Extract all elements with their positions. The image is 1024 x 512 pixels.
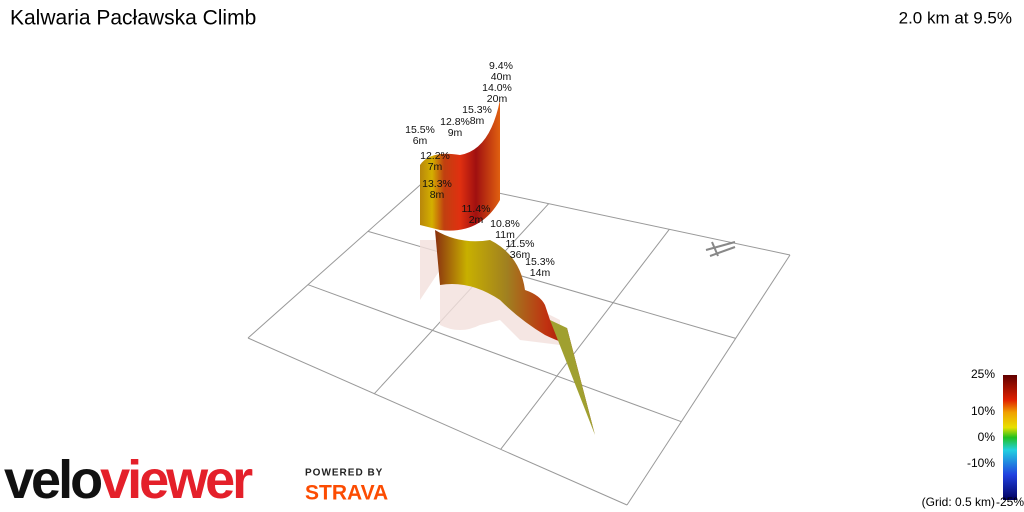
annotation-length: 9m [448,127,463,139]
strava: STRAVA [305,482,388,505]
logo: veloviewer [4,450,253,510]
annotation-grade: 13.3% [422,178,452,190]
annotation-grade: 10.8% [490,218,520,230]
annotation-grade: 11.4% [462,203,491,215]
annotation-length: 2m [469,214,484,226]
powered-by: POWERED BY [305,468,383,479]
grid-line [626,254,791,506]
summary: 2.0 km at 9.5% [899,8,1012,27]
grid-line [500,229,670,450]
annotation-length: 8m [470,115,485,127]
profile [420,100,595,435]
legend-label: 10% [971,404,995,418]
logo-viewer: viewer [100,450,253,510]
grid-line [307,284,682,423]
grid-line [247,177,429,339]
title: Kalwaria Pacławska Climb [10,7,256,30]
logo-velo: velo [4,450,101,510]
annotation-grade: 12.2% [420,150,450,162]
annotation-length: 7m [428,161,443,173]
annotation-length: 11m [495,229,515,241]
annotation-grade: 11.5% [506,238,535,250]
annotation-grade: 14.0% [482,82,512,94]
annotation-grade: 15.3% [462,104,492,116]
grid-note: (Grid: 0.5 km) [922,495,995,509]
annotation-length: 8m [430,189,445,201]
legend-label: 25% [971,367,995,381]
annotation-length: 6m [413,135,428,147]
legend-label: 0% [978,430,996,444]
legend-label: -10% [967,456,995,470]
grid-line [247,337,628,506]
color-scale [1003,375,1017,500]
annotation-length: 36m [510,249,531,261]
annotation-grade: 15.5% [405,124,435,136]
annotation-length: 14m [530,267,551,279]
north-arrow [705,241,736,257]
annotation-grade: 12.8% [440,116,470,128]
legend-label: -25% [996,495,1024,509]
annotation-grade: 15.3% [525,256,555,268]
annotation-grade: 9.4% [489,60,513,72]
annotation-length: 40m [491,71,512,83]
annotation-length: 20m [487,93,508,105]
